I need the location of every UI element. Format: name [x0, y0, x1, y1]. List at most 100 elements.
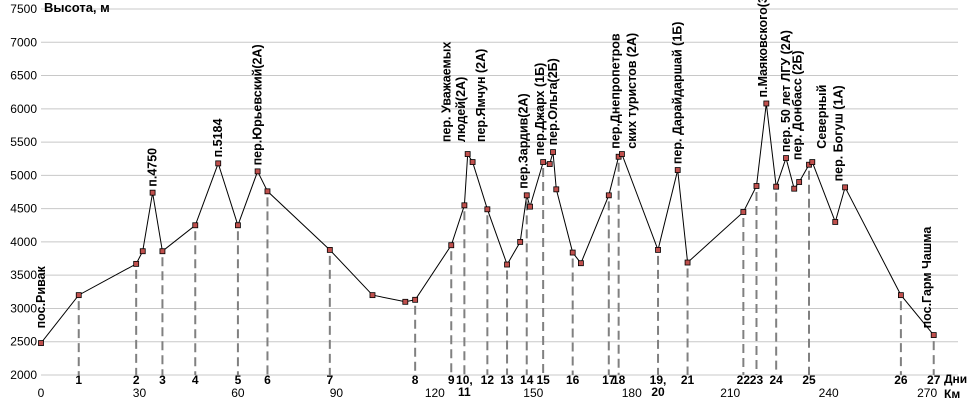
- y-tick-label: 4500: [10, 202, 37, 216]
- day-number-label: 17: [602, 373, 616, 387]
- day-number-label: 10,: [456, 373, 473, 387]
- pass-annotation: п.Маяковского(3А): [756, 0, 770, 98]
- elevation-point: [149, 189, 156, 196]
- y-tick-label: 4000: [10, 235, 37, 249]
- elevation-point: [159, 248, 166, 255]
- elevation-point: [577, 260, 584, 267]
- day-number-label: 3: [159, 373, 166, 387]
- pass-annotation: пер.Ямчун (2А): [474, 49, 488, 142]
- elevation-point: [546, 161, 553, 167]
- elevation-point: [619, 151, 625, 157]
- day-number-sublabel: 11: [458, 385, 471, 399]
- elevation-point: [469, 159, 476, 165]
- day-number-label: 15: [536, 373, 550, 387]
- day-number-label: 9: [448, 373, 455, 387]
- elevation-point: [796, 179, 803, 185]
- pass-annotation: пос.Ривак: [34, 265, 48, 328]
- x-tick-label: 0: [38, 386, 45, 400]
- elevation-point: [517, 239, 524, 245]
- elevation-point: [930, 332, 937, 338]
- pass-annotation: пос.Гарм Чашма: [920, 226, 934, 329]
- elevation-point: [540, 159, 547, 165]
- elevation-point: [809, 159, 816, 165]
- day-number-label: 27: [927, 373, 941, 387]
- elevation-point: [235, 222, 241, 229]
- y-tick-label: 3000: [10, 301, 37, 315]
- elevation-point: [38, 340, 44, 346]
- x-axis-unit-km: Км: [944, 387, 960, 401]
- elevation-point: [740, 209, 747, 215]
- elevation-point: [553, 186, 560, 193]
- elevation-point: [605, 192, 612, 199]
- x-tick-label: 30: [133, 386, 147, 400]
- elevation-point: [550, 149, 556, 155]
- day-number-label: 4: [192, 373, 199, 387]
- elevation-point: [464, 151, 471, 157]
- elevation-point: [461, 202, 468, 209]
- x-tick-label: 150: [523, 386, 543, 400]
- day-number-label: 21: [681, 373, 695, 387]
- elevation-point: [504, 261, 510, 268]
- day-number-label: 7: [326, 373, 333, 387]
- y-tick-label: 5500: [10, 135, 37, 149]
- day-number-label: 25: [802, 373, 816, 387]
- day-number-label: 5: [235, 373, 242, 387]
- y-axis-label: Высота, м: [44, 0, 110, 15]
- elevation-point: [448, 242, 455, 249]
- pass-annotation: пер.Зардив(2А): [517, 93, 531, 188]
- y-tick-label: 2000: [10, 368, 37, 382]
- pass-annotation: пер.Юрьевский(2А): [251, 44, 265, 165]
- day-number-label: 16: [566, 373, 580, 387]
- day-number-label: 1: [75, 373, 82, 387]
- day-number-label: 12: [481, 373, 495, 387]
- day-number-label: 6: [264, 373, 271, 387]
- pass-annotation: людей(2А): [454, 77, 468, 142]
- day-number-label: 14: [520, 373, 534, 387]
- pass-annotation: пер.Днепропетров: [608, 33, 622, 149]
- elevation-point: [791, 185, 798, 192]
- elevation-point: [133, 260, 140, 267]
- elevation-point: [192, 222, 199, 229]
- y-tick-label: 7500: [10, 2, 37, 16]
- elevation-point: [523, 192, 530, 199]
- x-tick-label: 120: [425, 386, 445, 400]
- x-tick-label: 210: [720, 386, 740, 400]
- y-tick-label: 6000: [10, 102, 37, 116]
- y-tick-label: 7000: [10, 35, 37, 49]
- x-tick-label: 270: [917, 386, 937, 400]
- day-number-label: 8: [412, 373, 419, 387]
- y-tick-label: 3500: [10, 268, 37, 282]
- pass-annotation: п.4750: [146, 148, 160, 187]
- elevation-point: [763, 100, 770, 107]
- elevation-point: [674, 167, 681, 173]
- elevation-point: [897, 292, 904, 299]
- elevation-point: [326, 246, 333, 253]
- y-tick-label: 2500: [10, 335, 37, 349]
- x-tick-label: 60: [231, 386, 245, 400]
- x-axis-unit-days: Дни: [944, 372, 967, 386]
- elevation-point: [264, 188, 271, 195]
- y-tick-label: 6500: [10, 69, 37, 83]
- elevation-point: [75, 292, 82, 299]
- elevation-point: [369, 292, 376, 299]
- elevation-point: [254, 168, 261, 175]
- elevation-point: [773, 183, 780, 190]
- elevation-point: [684, 259, 691, 266]
- pass-annotation: пер. Донбасс (2Б): [791, 50, 805, 160]
- elevation-point: [527, 203, 533, 210]
- elevation-point: [842, 184, 849, 191]
- pass-annotation: ских туристов (2А): [625, 33, 639, 149]
- elevation-point: [569, 249, 576, 256]
- x-tick-label: 240: [819, 386, 839, 400]
- day-number-label: 19,: [650, 373, 667, 387]
- pass-annotation: пер.Ольга(2Б): [546, 58, 560, 145]
- elevation-point: [484, 206, 491, 213]
- pass-annotation: пер. Уважаемых: [439, 42, 453, 143]
- day-number-label: 24: [769, 373, 783, 387]
- day-number-label: 26: [894, 373, 908, 387]
- x-tick-label: 90: [330, 386, 344, 400]
- pass-annotation: пер. Дарайдаршай (1Б): [671, 22, 685, 165]
- day-number-label: 23: [750, 373, 764, 387]
- elevation-point: [402, 298, 409, 305]
